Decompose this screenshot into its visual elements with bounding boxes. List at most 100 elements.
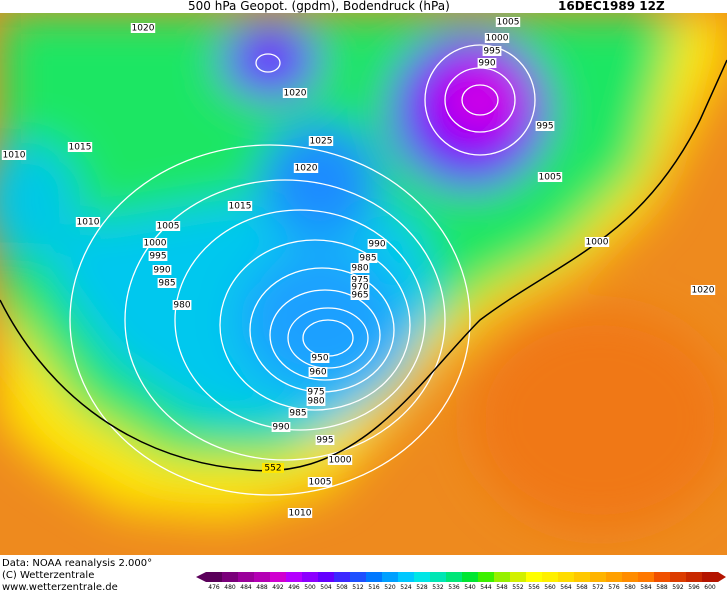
- legend-tick-label: 504: [320, 584, 332, 591]
- legend-swatch: [558, 572, 575, 582]
- isobar-label: 950: [311, 354, 328, 364]
- legend-tick-label: 500: [304, 584, 316, 591]
- legend-tick-label: 584: [640, 584, 652, 591]
- legend-swatch: [638, 572, 655, 582]
- legend-swatch: [270, 572, 287, 582]
- legend-tick-label: 520: [384, 584, 396, 591]
- legend-tick-label: 508: [336, 584, 348, 591]
- isobar-label-bg: [477, 58, 497, 68]
- isobar-label: 985: [289, 409, 306, 419]
- isobar-label: 1020: [295, 164, 318, 174]
- isobar-label: 1015: [69, 143, 92, 153]
- legend-tick-label: 540: [464, 584, 476, 591]
- isobar-label: 1020: [692, 286, 715, 296]
- isobar-label: 1015: [229, 202, 252, 212]
- contour-label: 552: [264, 464, 281, 474]
- isobar-label-bg: [308, 367, 328, 377]
- isobar-label-bg: [67, 142, 93, 152]
- copyright: (C) Wetterzentrale: [2, 570, 94, 581]
- legend-swatch: [606, 572, 623, 582]
- isobar-label-bg: [367, 239, 387, 249]
- legend-tick-label: 528: [416, 584, 428, 591]
- isobar-label-bg: [310, 353, 330, 363]
- legend-swatch: [318, 572, 335, 582]
- isobar-label: 995: [483, 47, 500, 57]
- legend-tick-label: 492: [272, 584, 284, 591]
- isobar-label-bg: [142, 238, 168, 248]
- isobar-label: 990: [478, 59, 495, 69]
- legend-tick-label: 580: [624, 584, 636, 591]
- isobar-label: 995: [536, 122, 553, 132]
- legend-swatch: [254, 572, 271, 582]
- legend-swatch: [574, 572, 591, 582]
- legend-tick-label: 560: [544, 584, 556, 591]
- legend-tick-label: 544: [480, 584, 492, 591]
- isobar-label: 990: [153, 266, 170, 276]
- legend-swatch: [494, 572, 511, 582]
- isobar-label-bg: [495, 17, 521, 27]
- isobar-label-bg: [350, 275, 370, 285]
- legend-tick-label: 524: [400, 584, 412, 591]
- isobar-label-bg: [288, 408, 308, 418]
- legend-swatch: [302, 572, 319, 582]
- isobar-label-bg: [130, 23, 156, 33]
- legend-swatch: [670, 572, 687, 582]
- legend-swatch: [510, 572, 527, 582]
- legend-tick-label: 592: [672, 584, 684, 591]
- isobar-label: 985: [158, 279, 175, 289]
- isobar-label: 1010: [289, 509, 312, 519]
- legend-swatch: [446, 572, 463, 582]
- legend-swatch: [350, 572, 367, 582]
- isobar-label: 1010: [3, 151, 26, 161]
- contour-label-bg: [262, 463, 284, 473]
- isobar-label: 1020: [132, 24, 155, 34]
- isobar-label: 1020: [284, 89, 307, 99]
- map-title: 500 hPa Geopot. (gpdm), Bodendruck (hPa): [188, 0, 450, 13]
- data-source: Data: NOAA reanalysis 2.000°: [2, 558, 152, 569]
- isobar-label-bg: [584, 237, 610, 247]
- isobar-label-bg: [350, 282, 370, 292]
- legend-tick-label: 512: [352, 584, 364, 591]
- isobar-label-bg: [535, 121, 555, 131]
- isobar-label-bg: [227, 201, 253, 211]
- isobar-label: 980: [173, 301, 190, 311]
- legend-tick-label: 564: [560, 584, 572, 591]
- legend-arrow-left: [196, 572, 206, 582]
- legend-swatch: [398, 572, 415, 582]
- isobar-label-bg: [306, 387, 326, 397]
- isobar-label: 1025: [310, 137, 333, 147]
- isobar-label: 975: [351, 276, 368, 286]
- legend-tick-label: 556: [528, 584, 540, 591]
- map-date: 16DEC1989 12Z: [558, 0, 665, 13]
- isobar-label-bg: [157, 278, 177, 288]
- isobar-label-bg: [358, 253, 378, 263]
- legend-swatch: [542, 572, 559, 582]
- isobar-label-bg: [306, 396, 326, 406]
- isobar-label: 980: [351, 264, 368, 274]
- legend-tick-label: 532: [432, 584, 444, 591]
- isobar-label-bg: [307, 477, 333, 487]
- isobar-label-bg: [282, 88, 308, 98]
- isobar-label-bg: [152, 265, 172, 275]
- legend-tick-label: 516: [368, 584, 380, 591]
- isobar-label: 995: [149, 252, 166, 262]
- legend-swatch: [238, 572, 255, 582]
- isobar-label: 1000: [486, 34, 509, 44]
- legend-tick-label: 548: [496, 584, 508, 591]
- isobar-label: 990: [368, 240, 385, 250]
- isobar-label: 1010: [77, 218, 100, 228]
- isobar-label: 960: [309, 368, 326, 378]
- legend-swatch: [686, 572, 703, 582]
- legend-swatch: [222, 572, 239, 582]
- isobar-label-bg: [308, 136, 334, 146]
- isobar-label: 965: [351, 291, 368, 301]
- isobar-label: 1005: [497, 18, 520, 28]
- legend-swatch: [478, 572, 495, 582]
- legend-swatch: [622, 572, 639, 582]
- isobar-label-bg: [1, 150, 27, 160]
- isobar-label: 1005: [309, 478, 332, 488]
- legend-tick-label: 480: [224, 584, 236, 591]
- isobar-label-bg: [315, 435, 335, 445]
- legend-tick-label: 488: [256, 584, 268, 591]
